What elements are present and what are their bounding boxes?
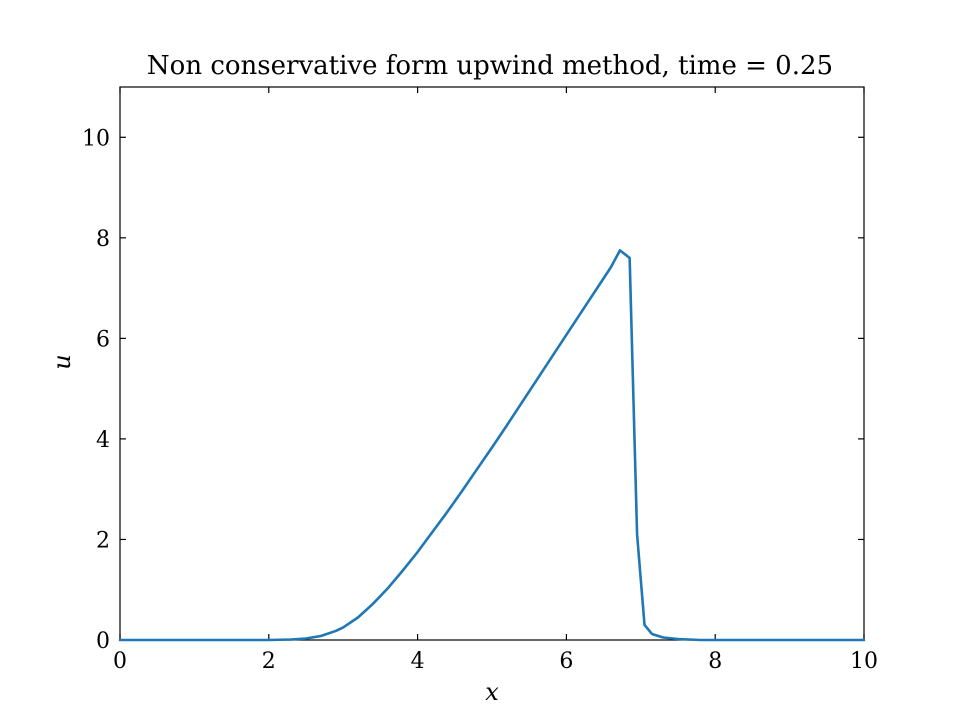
chart-title: Non conservative form upwind method, tim… [147,51,833,81]
x-tick-label: 10 [850,649,878,674]
series-layer [118,249,866,642]
y-tick-label: 2 [96,528,110,553]
y-tick-label: 4 [96,428,110,453]
x-tick-label: 0 [113,649,127,674]
y-axis-label: u [48,354,76,369]
x-axis-label: x [485,678,499,706]
x-tick-label: 2 [262,649,276,674]
y-tick-label: 6 [96,327,110,352]
series-line [118,249,866,642]
x-tick-label: 4 [411,649,425,674]
y-tick-label: 10 [82,126,110,151]
plot-area: 0 2 4 6 8 10 0 2 4 6 8 10 [82,86,878,674]
ticks: 0 2 4 6 8 10 0 2 4 6 8 10 [82,87,878,674]
x-tick-label: 8 [708,649,722,674]
y-tick-label: 8 [96,227,110,252]
axes-frame [119,86,865,641]
x-tick-label: 6 [559,649,573,674]
y-tick-label: 0 [96,629,110,654]
